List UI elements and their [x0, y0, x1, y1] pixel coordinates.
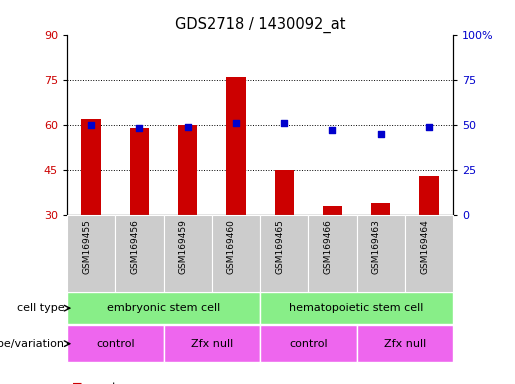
- Bar: [212, 215, 260, 292]
- Bar: [260, 293, 453, 324]
- Text: GSM169460: GSM169460: [227, 219, 236, 274]
- Point: [329, 127, 337, 133]
- Bar: [356, 325, 453, 362]
- Text: control: control: [96, 339, 134, 349]
- Point: [232, 120, 240, 126]
- Bar: [356, 215, 405, 292]
- Text: GSM169465: GSM169465: [275, 219, 284, 274]
- Point: [425, 124, 433, 130]
- Bar: [371, 203, 390, 215]
- Bar: [81, 119, 101, 215]
- Text: GSM169464: GSM169464: [420, 219, 429, 274]
- Text: embryonic stem cell: embryonic stem cell: [107, 303, 220, 313]
- Text: Zfx null: Zfx null: [191, 339, 233, 349]
- Text: GSM169456: GSM169456: [130, 219, 140, 274]
- Text: GSM169455: GSM169455: [82, 219, 91, 274]
- Text: GSM169466: GSM169466: [323, 219, 333, 274]
- Text: GSM169459: GSM169459: [179, 219, 187, 274]
- Bar: [67, 215, 115, 292]
- Bar: [178, 125, 197, 215]
- Text: hematopoietic stem cell: hematopoietic stem cell: [289, 303, 424, 313]
- Title: GDS2718 / 1430092_at: GDS2718 / 1430092_at: [175, 17, 346, 33]
- Bar: [163, 215, 212, 292]
- Point: [87, 122, 95, 128]
- Point: [183, 124, 192, 130]
- Bar: [260, 325, 356, 362]
- Bar: [163, 325, 260, 362]
- Text: Zfx null: Zfx null: [384, 339, 426, 349]
- Bar: [308, 215, 356, 292]
- Point: [376, 131, 385, 137]
- Bar: [67, 325, 163, 362]
- Bar: [115, 215, 163, 292]
- Text: GSM169463: GSM169463: [372, 219, 381, 274]
- Bar: [260, 215, 308, 292]
- Bar: [405, 215, 453, 292]
- Text: ■: ■: [72, 382, 82, 384]
- Point: [135, 125, 144, 131]
- Bar: [274, 170, 294, 215]
- Text: cell type: cell type: [17, 303, 64, 313]
- Bar: [323, 206, 342, 215]
- Text: count: count: [85, 382, 116, 384]
- Point: [280, 120, 288, 126]
- Bar: [226, 77, 246, 215]
- Text: genotype/variation: genotype/variation: [0, 339, 64, 349]
- Bar: [419, 176, 439, 215]
- Bar: [67, 293, 260, 324]
- Bar: [130, 128, 149, 215]
- Text: control: control: [289, 339, 328, 349]
